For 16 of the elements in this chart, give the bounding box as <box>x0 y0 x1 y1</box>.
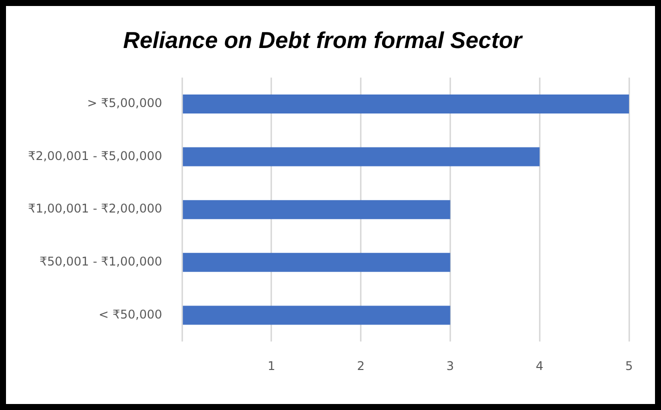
y-tick-label: ₹2,00,001 - ₹5,00,000 <box>28 148 162 163</box>
bar <box>182 200 450 220</box>
bar <box>182 252 450 272</box>
x-tick-label: 3 <box>446 358 454 373</box>
x-tick-label: 5 <box>625 358 633 373</box>
y-tick-label: ₹50,001 - ₹1,00,000 <box>39 254 162 269</box>
bar <box>182 147 540 166</box>
bar <box>182 94 629 114</box>
bar <box>182 306 450 325</box>
y-tick-label: > ₹5,00,000 <box>87 96 162 110</box>
x-tick-label: 1 <box>268 358 276 373</box>
chart-title: Reliance on Debt from formal Sector <box>123 27 523 54</box>
y-tick-label: ₹1,00,001 - ₹2,00,000 <box>28 202 162 216</box>
x-tick-label: 2 <box>357 358 365 373</box>
y-tick-label: < ₹50,000 <box>98 307 162 322</box>
x-tick-label: 4 <box>536 358 544 373</box>
